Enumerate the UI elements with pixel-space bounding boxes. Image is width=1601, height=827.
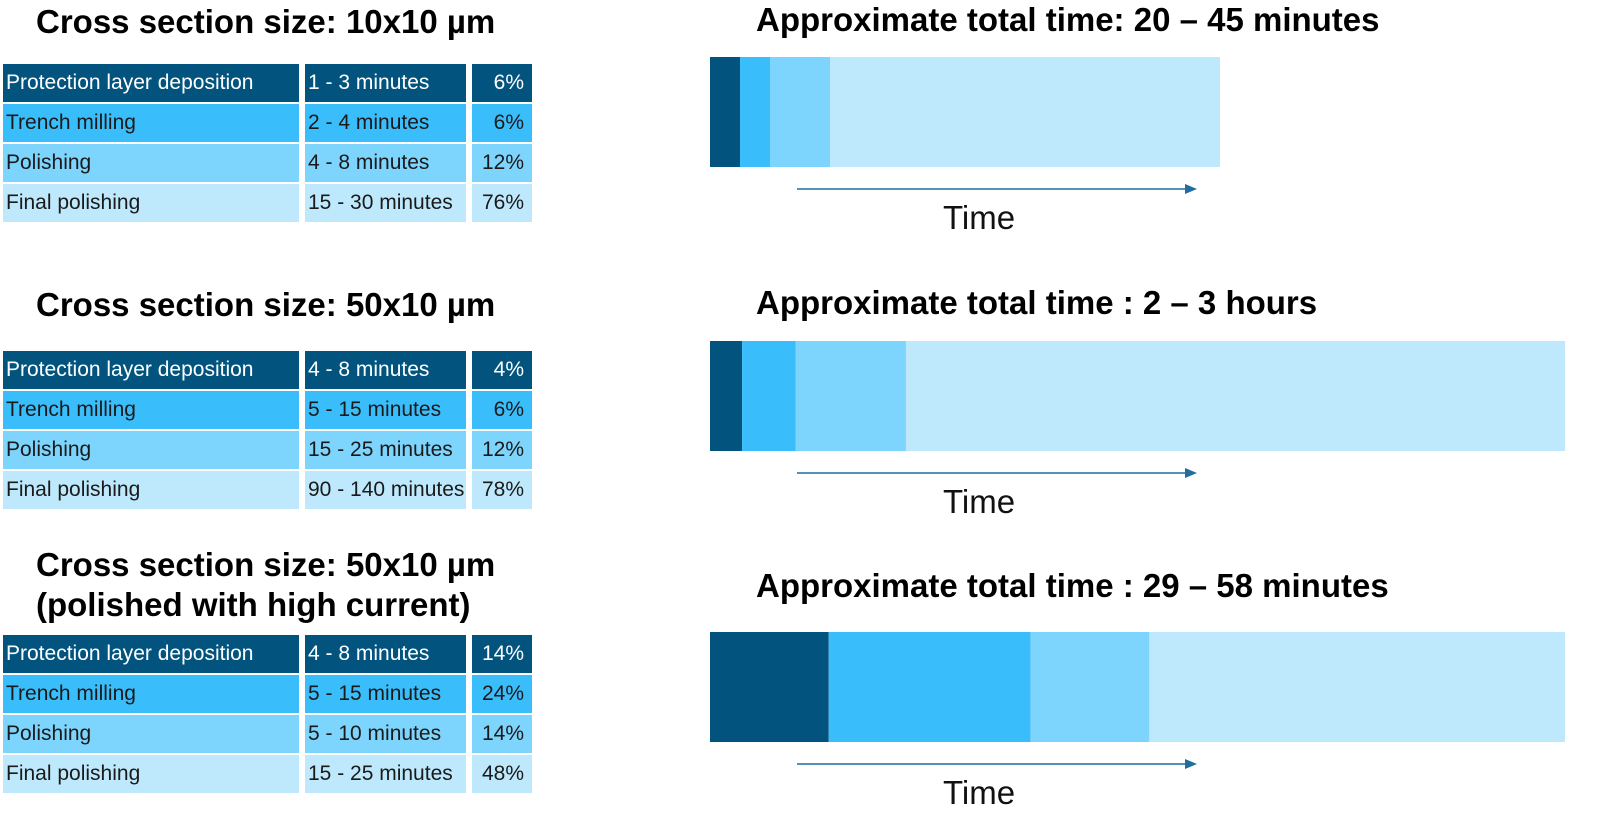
table-row: Final polishing 15 - 25 minutes 48% (3, 755, 532, 793)
time-arrow-head-icon (1185, 468, 1197, 478)
step-duration: 15 - 25 minutes (305, 755, 466, 793)
bar-segment (830, 57, 1220, 167)
step-percent: 78% (472, 471, 532, 509)
step-percent: 6% (472, 391, 532, 429)
time-axis-label: Time (943, 774, 1015, 811)
step-duration: 5 - 10 minutes (305, 715, 466, 753)
step-percent: 76% (472, 184, 532, 222)
step-percent: 6% (472, 64, 532, 102)
step-name: Polishing (3, 715, 299, 753)
step-percent: 12% (472, 144, 532, 182)
step-duration: 5 - 15 minutes (305, 675, 466, 713)
table-row: Polishing 15 - 25 minutes 12% (3, 431, 532, 469)
section-title: Cross section size: 50x10 µm (polished w… (36, 545, 495, 625)
table-row: Protection layer deposition 1 - 3 minute… (3, 64, 532, 102)
step-percent: 4% (472, 351, 532, 389)
time-axis-label: Time (943, 483, 1015, 520)
section-title-line: Cross section size: 50x10 µm (36, 286, 496, 323)
bar-segment (828, 632, 1031, 742)
step-duration: 4 - 8 minutes (305, 144, 466, 182)
step-name: Trench milling (3, 675, 299, 713)
timeline-chart: Time (710, 632, 1565, 811)
step-name: Final polishing (3, 755, 299, 793)
table-row: Trench milling 2 - 4 minutes 6% (3, 104, 532, 142)
step-percent: 48% (472, 755, 532, 793)
time-axis-label: Time (943, 199, 1015, 236)
step-percent: 14% (472, 715, 532, 753)
table-row: Trench milling 5 - 15 minutes 6% (3, 391, 532, 429)
total-time-title: Approximate total time : 29 – 58 minutes (756, 567, 1389, 604)
table-row: Protection layer deposition 4 - 8 minute… (3, 351, 532, 389)
step-duration: 2 - 4 minutes (305, 104, 466, 142)
step-duration: 5 - 15 minutes (305, 391, 466, 429)
table-row: Trench milling 5 - 15 minutes 24% (3, 675, 532, 713)
bar-segment (795, 341, 906, 451)
step-name: Protection layer deposition (3, 635, 299, 673)
bar-segment (710, 632, 829, 742)
time-arrow-head-icon (1185, 759, 1197, 769)
bar-segment (742, 341, 796, 451)
step-name: Trench milling (3, 104, 299, 142)
step-name: Final polishing (3, 184, 299, 222)
bar-segment (770, 57, 830, 167)
step-percent: 12% (472, 431, 532, 469)
section-title: Cross section size: 10x10 µm (36, 2, 495, 42)
step-name: Polishing (3, 144, 299, 182)
step-name: Polishing (3, 431, 299, 469)
table-row: Polishing 4 - 8 minutes 12% (3, 144, 532, 182)
step-duration: 4 - 8 minutes (305, 635, 466, 673)
table-row: Final polishing 15 - 30 minutes 76% (3, 184, 532, 222)
bar-segment (710, 341, 743, 451)
section-50x10: Cross section size: 50x10 µm Protection … (0, 283, 1601, 533)
bar-segment (1030, 632, 1150, 742)
steps-table: Protection layer deposition 4 - 8 minute… (0, 633, 538, 795)
step-duration: 15 - 30 minutes (305, 184, 466, 222)
section-50x10-high-current: Cross section size: 50x10 µm (polished w… (0, 545, 1601, 821)
section-title-line: (polished with high current) (36, 586, 471, 623)
bar-segment (905, 341, 1565, 451)
table-row: Polishing 5 - 10 minutes 14% (3, 715, 532, 753)
bar-segment (710, 57, 740, 167)
step-duration: 15 - 25 minutes (305, 431, 466, 469)
total-time-title: Approximate total time: 20 – 45 minutes (756, 1, 1380, 38)
step-percent: 14% (472, 635, 532, 673)
section-title: Cross section size: 50x10 µm (36, 285, 495, 325)
bar-segment (1149, 632, 1565, 742)
step-name: Protection layer deposition (3, 64, 299, 102)
section-title-line: Cross section size: 50x10 µm (36, 546, 496, 583)
steps-table: Protection layer deposition 1 - 3 minute… (0, 62, 538, 224)
section-title-line: Cross section size: 10x10 µm (36, 3, 496, 40)
table-row: Protection layer deposition 4 - 8 minute… (3, 635, 532, 673)
step-percent: 6% (472, 104, 532, 142)
step-percent: 24% (472, 675, 532, 713)
steps-table: Protection layer deposition 4 - 8 minute… (0, 349, 538, 511)
step-name: Final polishing (3, 471, 299, 509)
timeline-chart: Time (710, 341, 1565, 520)
step-duration: 4 - 8 minutes (305, 351, 466, 389)
step-duration: 90 - 140 minutes (305, 471, 466, 509)
table-row: Final polishing 90 - 140 minutes 78% (3, 471, 532, 509)
time-arrow-head-icon (1185, 184, 1197, 194)
timeline-chart: Time (710, 57, 1220, 236)
step-duration: 1 - 3 minutes (305, 64, 466, 102)
section-10x10: Cross section size: 10x10 µm Protection … (0, 0, 1601, 260)
total-time-title: Approximate total time : 2 – 3 hours (756, 284, 1318, 321)
step-name: Protection layer deposition (3, 351, 299, 389)
bar-segment (740, 57, 770, 167)
step-name: Trench milling (3, 391, 299, 429)
